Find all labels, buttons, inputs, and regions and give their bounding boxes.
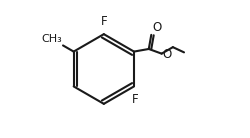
Text: F: F (100, 15, 107, 28)
Text: O: O (163, 48, 172, 61)
Text: F: F (132, 93, 139, 106)
Text: CH₃: CH₃ (41, 34, 62, 44)
Text: O: O (152, 21, 162, 34)
